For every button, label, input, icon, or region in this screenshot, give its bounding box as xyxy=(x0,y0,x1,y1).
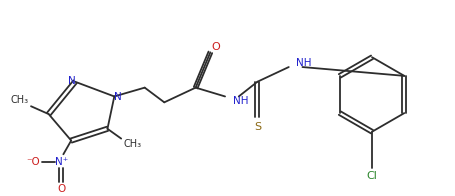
Text: O: O xyxy=(57,184,66,194)
Text: N: N xyxy=(114,93,122,103)
Text: CH₃: CH₃ xyxy=(10,95,28,105)
Text: N⁺: N⁺ xyxy=(55,157,68,167)
Text: ⁻O: ⁻O xyxy=(26,157,40,167)
Text: CH₃: CH₃ xyxy=(124,140,142,150)
Text: N: N xyxy=(68,76,76,86)
Text: O: O xyxy=(211,43,220,53)
Text: S: S xyxy=(254,122,261,132)
Text: NH: NH xyxy=(296,58,311,68)
Text: NH: NH xyxy=(233,96,248,106)
Text: Cl: Cl xyxy=(367,171,378,181)
